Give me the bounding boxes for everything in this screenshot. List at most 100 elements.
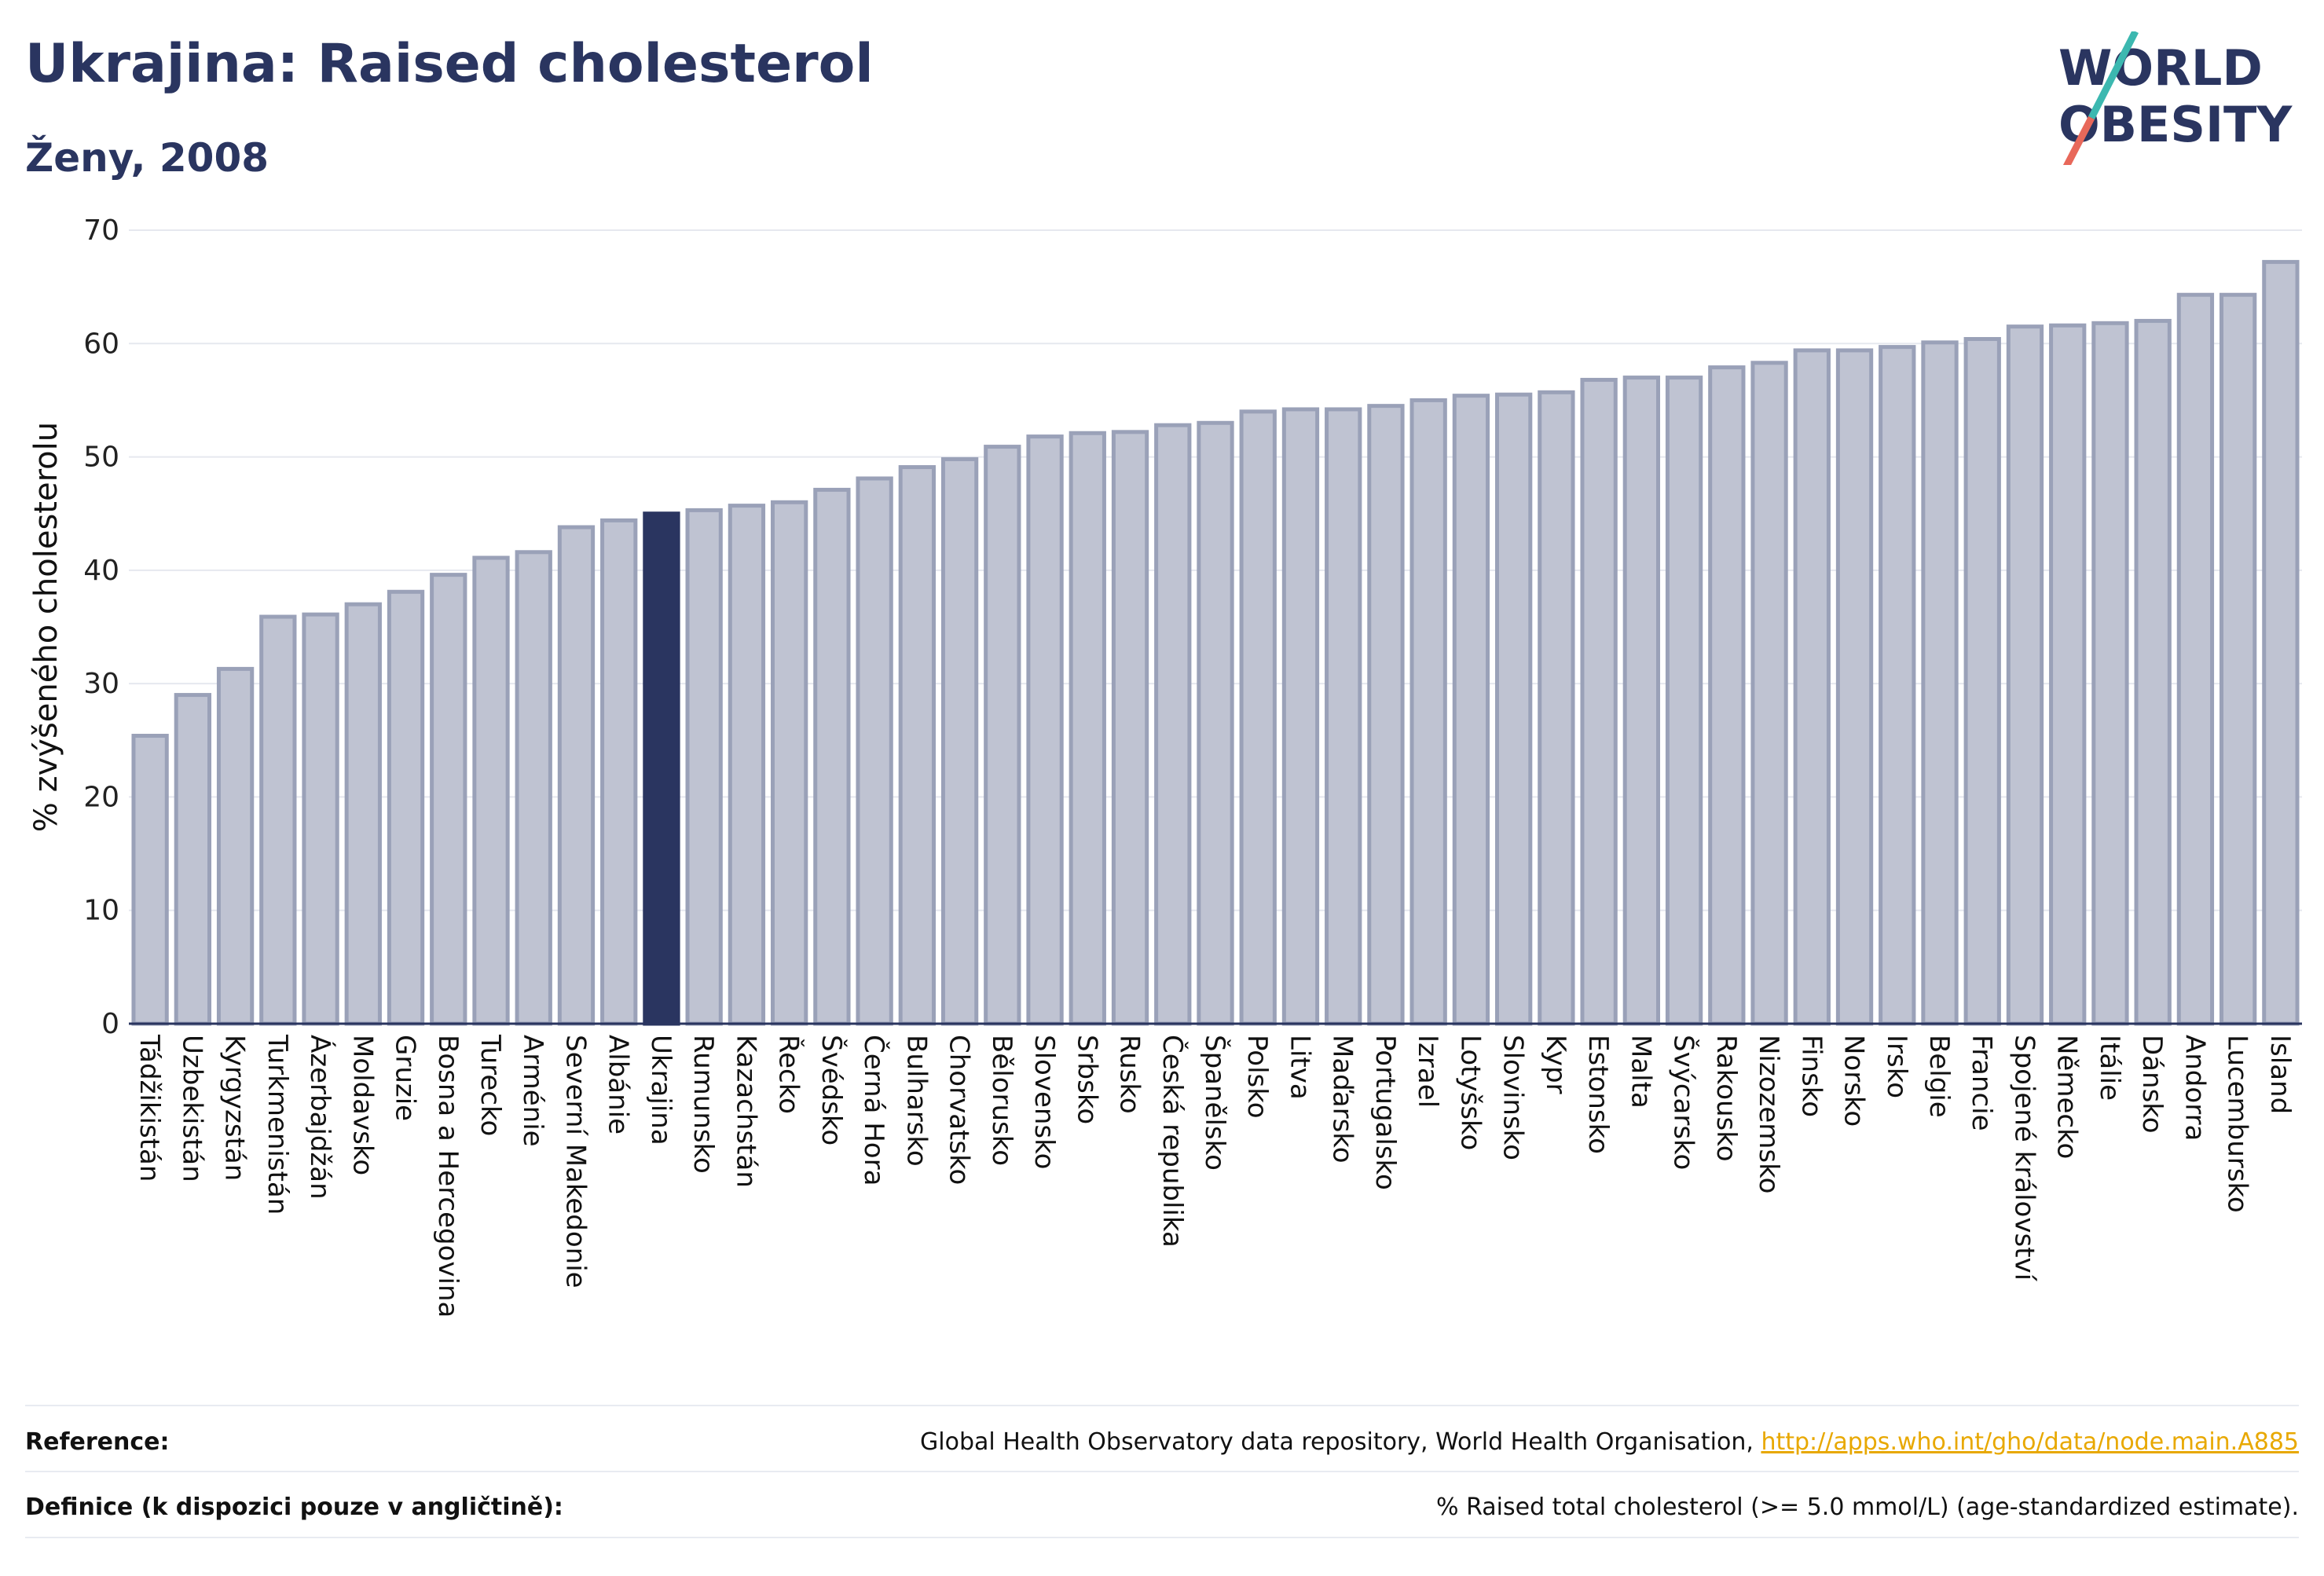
x-tick-label: Bělorusko	[986, 1035, 1017, 1166]
bar	[515, 550, 552, 1026]
x-tick-label: Ukrajina	[645, 1035, 676, 1145]
x-tick-label: Polsko	[1241, 1035, 1273, 1119]
bar	[1026, 434, 1064, 1026]
x-tick-label: Arménie	[517, 1035, 548, 1147]
y-tick-label: 0	[101, 1008, 119, 1040]
x-tick-label: Estonsko	[1582, 1035, 1614, 1154]
bar	[984, 445, 1021, 1026]
bar	[2006, 324, 2044, 1026]
x-tick-label: Belgie	[1923, 1035, 1955, 1118]
x-tick-label: Moldavsko	[346, 1035, 378, 1175]
y-tick-label: 10	[83, 895, 119, 927]
bar	[1793, 348, 1831, 1026]
x-tick-label: Bulharsko	[900, 1035, 932, 1167]
x-tick-label: Ázerbajdžán	[304, 1035, 336, 1200]
bar	[1281, 407, 1320, 1026]
bar	[813, 487, 851, 1026]
y-tick-label: 60	[83, 328, 119, 360]
x-tick-label: Maďarsko	[1327, 1035, 1358, 1164]
x-tick-label: Itálie	[2094, 1035, 2125, 1101]
bar	[557, 525, 596, 1026]
x-tick-label: Rakousko	[1710, 1035, 1742, 1162]
x-tick-label: Rumunsko	[687, 1035, 719, 1174]
x-tick-label: Kyrgyzstán	[219, 1035, 251, 1181]
x-tick-label: Lucembursko	[2222, 1035, 2253, 1213]
bar	[1963, 337, 2001, 1026]
x-tick-label: Portugalsko	[1369, 1035, 1401, 1190]
x-tick-label: Francie	[1966, 1035, 1997, 1131]
reference-link[interactable]: http://apps.who.int/gho/data/node.main.A…	[1761, 1428, 2299, 1456]
logo-stroke-teal	[2088, 31, 2139, 120]
bar	[770, 500, 808, 1026]
y-tick-label: 30	[83, 668, 119, 700]
bar	[387, 589, 425, 1026]
bar	[344, 602, 382, 1026]
x-tick-label: Německo	[2051, 1035, 2083, 1159]
bar	[1708, 365, 1746, 1026]
bar	[643, 511, 680, 1026]
bar	[1154, 423, 1192, 1026]
definition-label: Definice (k dispozici pouze v angličtině…	[25, 1493, 563, 1521]
x-tick-label: Kypr	[1540, 1035, 1571, 1094]
bar	[1750, 361, 1788, 1026]
bar	[1538, 390, 1575, 1026]
x-tick-label: Nizozemsko	[1753, 1035, 1784, 1193]
x-tick-label: Švédsko	[816, 1035, 848, 1145]
bar	[1069, 431, 1106, 1026]
x-tick-label: Spojené království	[2008, 1035, 2040, 1282]
x-tick-label: Lotyšsko	[1454, 1035, 1486, 1150]
bar	[1197, 420, 1234, 1026]
y-tick-label: 40	[83, 555, 119, 587]
bar	[940, 456, 979, 1026]
bar	[1409, 398, 1447, 1026]
x-tick-label: Island	[2264, 1035, 2296, 1114]
bar	[2262, 259, 2300, 1026]
x-tick-label: Izrael	[1412, 1035, 1443, 1108]
world-obesity-logo: WORLD OBESITY	[2058, 31, 2293, 165]
bar	[131, 734, 169, 1026]
x-tick-label: Slovensko	[1028, 1035, 1060, 1169]
x-tick-label: Malta	[1625, 1035, 1656, 1109]
x-tick-label: Rusko	[1114, 1035, 1146, 1114]
y-tick-label: 20	[83, 781, 119, 813]
x-tick-label: Albánie	[603, 1035, 634, 1134]
bar	[1452, 394, 1490, 1026]
x-tick-label: Andorra	[2179, 1035, 2210, 1141]
bar	[216, 666, 255, 1026]
bar	[685, 508, 723, 1026]
y-tick-label: 70	[83, 214, 119, 247]
x-tick-label: Dánsko	[2136, 1035, 2168, 1134]
footer-divider-middle	[25, 1471, 2299, 1472]
x-tick-label: Gruzie	[390, 1035, 421, 1121]
y-tick-label: 50	[83, 442, 119, 474]
x-tick-label: Srbsko	[1071, 1035, 1102, 1124]
bar	[302, 612, 339, 1026]
x-tick-label: Slovinsko	[1497, 1035, 1529, 1160]
x-tick-label: Turecko	[475, 1034, 506, 1136]
bar	[1111, 430, 1149, 1026]
bar	[1239, 409, 1277, 1026]
reference-text: Global Health Observatory data repositor…	[920, 1428, 1761, 1456]
x-tick-label: Česká republika	[1157, 1035, 1189, 1248]
bar	[1494, 392, 1533, 1026]
logo-line1: WORLD	[2058, 39, 2263, 97]
bar	[1921, 340, 1959, 1026]
bar	[728, 504, 766, 1026]
bar-chart: 0 10 20 30 40 50 60 70 % zvýšeného cholesterolu T…	[28, 214, 2302, 1318]
definition-text: % Raised total cholesterol (>= 5.0 mmol/…	[1436, 1493, 2299, 1521]
bar	[430, 573, 467, 1026]
bar	[898, 465, 937, 1026]
x-tick-label: Finsko	[1795, 1035, 1827, 1117]
x-tick-label: Bosna a Hercegovina	[432, 1035, 464, 1318]
x-tick-label: Chorvatsko	[944, 1035, 975, 1185]
footer-reference-row: Reference: Global Health Observatory dat…	[25, 1410, 2299, 1473]
bar	[1665, 376, 1703, 1026]
x-tick-label: Černá Hora	[858, 1035, 890, 1186]
bar	[472, 555, 510, 1026]
logo-stroke-red	[2063, 115, 2095, 165]
footer-definition-row: Definice (k dispozici pouze v angličtině…	[25, 1475, 2299, 1538]
footer-divider-top	[25, 1405, 2299, 1406]
x-tick-label: Irsko	[1881, 1035, 1912, 1098]
chart-subtitle: Ženy, 2008	[25, 135, 269, 181]
reference-value: Global Health Observatory data repositor…	[920, 1428, 2299, 1456]
